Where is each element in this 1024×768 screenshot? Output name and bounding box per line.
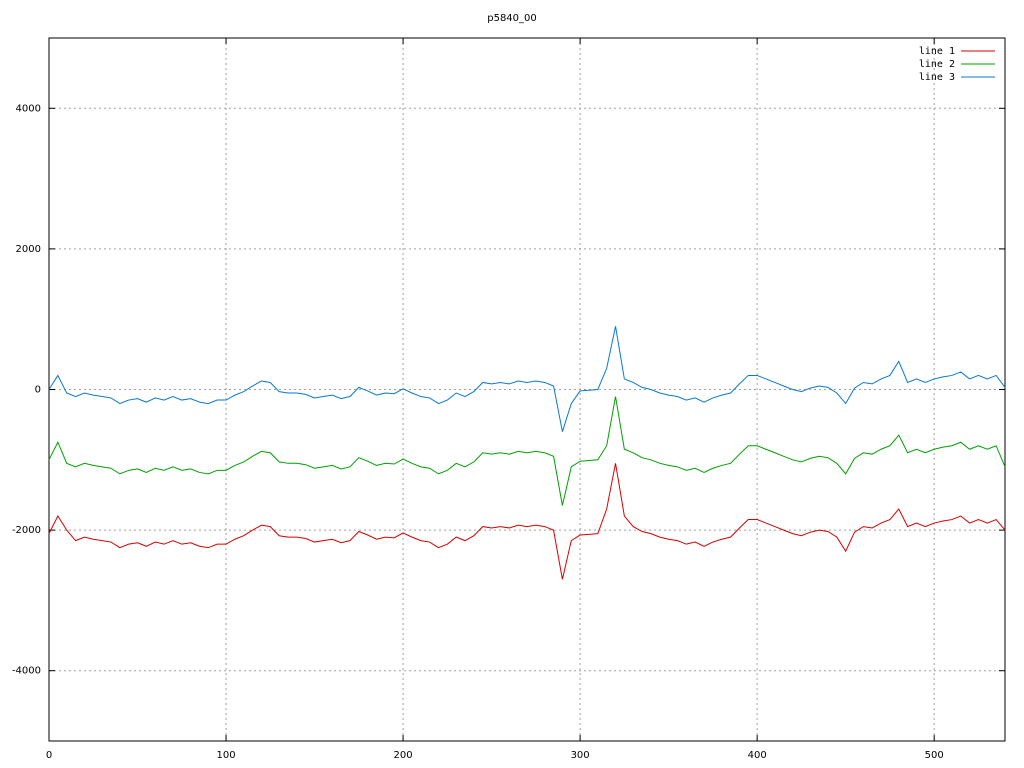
y-tick-label: 2000 bbox=[16, 244, 41, 255]
data-line bbox=[48, 396, 1006, 506]
x-tick-label: 400 bbox=[748, 750, 767, 761]
y-tick-label: 4000 bbox=[16, 103, 41, 114]
x-tick-label: 200 bbox=[394, 750, 413, 761]
x-tick-label: 500 bbox=[925, 750, 944, 761]
y-tick-label: 0 bbox=[35, 385, 41, 396]
data-line bbox=[48, 463, 1006, 580]
legend: line 1 line 2 line 3 bbox=[919, 46, 995, 83]
legend-label: line 3 bbox=[919, 72, 955, 83]
x-tick-label: 0 bbox=[46, 750, 52, 761]
legend-label: line 2 bbox=[919, 59, 955, 70]
x-tick-label: 100 bbox=[216, 750, 235, 761]
data-line bbox=[48, 326, 1006, 432]
x-tick-label: 300 bbox=[571, 750, 590, 761]
y-tick-label: -2000 bbox=[12, 525, 41, 536]
plot-border bbox=[48, 37, 1006, 742]
chart-title: p5840_00 bbox=[487, 13, 537, 24]
legend-label: line 1 bbox=[919, 46, 955, 57]
y-tick-label: -4000 bbox=[12, 666, 41, 677]
